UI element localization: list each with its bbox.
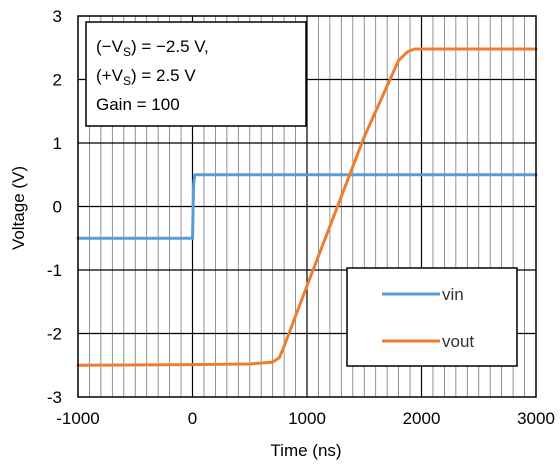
x-tick-label: 0: [188, 409, 197, 428]
annotation-line-2: (+VS) = 2.5 V: [96, 66, 196, 88]
y-tick-label: 0: [53, 198, 62, 217]
y-tick-label: 3: [53, 7, 62, 26]
annotation-line-1: (−VS) = −2.5 V,: [96, 37, 209, 59]
x-tick-labels: -1000 0 1000 2000 3000: [56, 409, 555, 428]
y-tick-label: -1: [47, 261, 62, 280]
legend-frame: [346, 267, 518, 367]
y-tick-label: -2: [47, 325, 62, 344]
annotation-frame: [85, 21, 307, 127]
y-tick-label: -3: [47, 388, 62, 407]
legend-label-vout: vout: [442, 332, 474, 351]
y-tick-labels: 3 2 1 0 -1 -2 -3: [47, 7, 62, 407]
y-tick-label: 2: [53, 71, 62, 90]
legend: vin vout: [346, 267, 518, 367]
plot-frame: [77, 15, 537, 398]
x-axis-title: Time (ns): [270, 441, 341, 460]
x-tick-label: 2000: [403, 409, 441, 428]
series-layer: [76, 47, 538, 367]
legend-label-vin: vin: [442, 285, 464, 304]
y-axis-title: Voltage (V): [9, 166, 28, 250]
annotation-line-3: Gain = 100: [96, 95, 180, 114]
series-line-vout: [76, 47, 538, 367]
x-tick-label: -1000: [56, 409, 99, 428]
annotation-box: (−VS) = −2.5 V, (+VS) = 2.5 V Gain = 100: [85, 21, 307, 127]
x-tick-label: 3000: [517, 409, 555, 428]
y-tick-label: 1: [53, 134, 62, 153]
x-tick-label: 1000: [288, 409, 326, 428]
series-line-vin: [76, 173, 538, 240]
